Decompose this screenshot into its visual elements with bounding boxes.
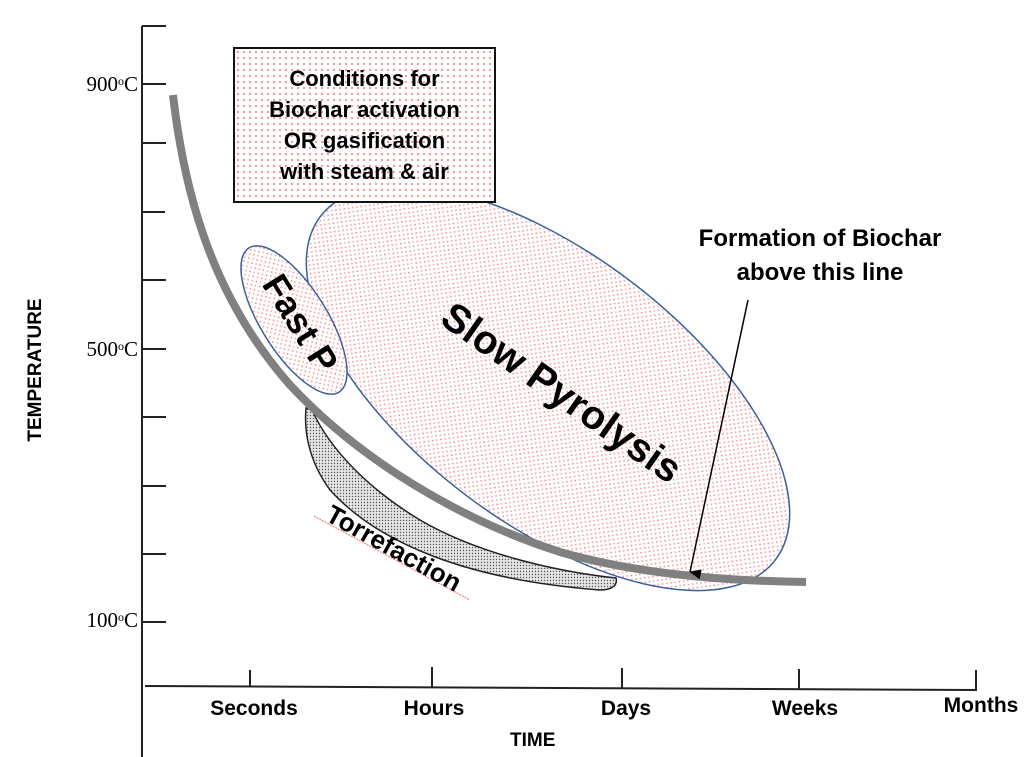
torrefaction-region [304,406,618,591]
conditions-box: Conditions for Biochar activation OR gas… [233,47,496,203]
x-axis [144,667,978,691]
y-axis-title: TEMPERATURE [25,298,46,441]
y-tick-500: 500oC [86,337,138,361]
slow-pyrolysis-region [305,184,791,592]
fast-pyrolysis-region [240,245,348,395]
conditions-line-1: Conditions for [289,66,440,91]
torrefaction-underline [313,515,471,601]
x-tick-weeks: Weeks [771,697,839,720]
x-tick-seconds: Seconds [210,697,298,720]
annotation-line-1: Formation of Biochar [698,225,942,252]
y-tick-100: 100oC [86,608,138,632]
x-tick-hours: Hours [403,697,465,720]
y-axis [141,25,166,757]
annotation-arrow [689,299,749,580]
y-tick-900: 900oC [86,72,138,96]
x-axis-title: TIME [510,730,556,751]
annotation-line-2: above this line [736,259,904,286]
x-tick-months: Months [943,694,1019,717]
x-tick-days: Days [600,697,652,720]
biochar-formation-curve [169,94,807,586]
conditions-line-2: Biochar activation [269,97,460,122]
conditions-line-3: OR gasification [283,128,446,153]
biochar-annotation: Formation of Biochar above this line [640,222,1000,290]
conditions-line-4: with steam & air [280,159,449,184]
